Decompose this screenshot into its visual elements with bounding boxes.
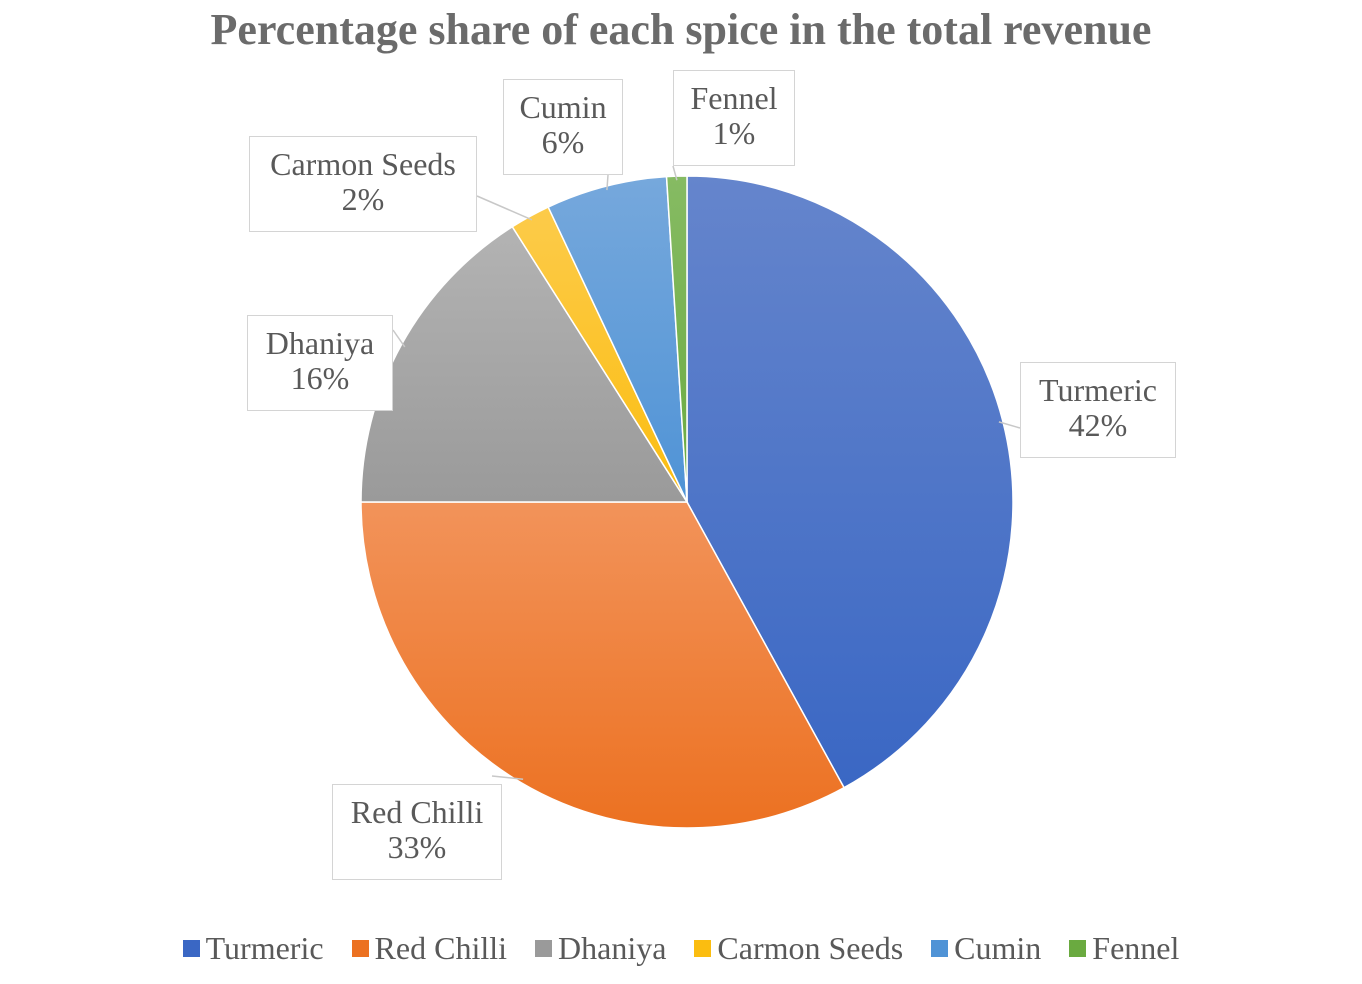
- data-label-dhaniya: Dhaniya 16%: [247, 315, 393, 411]
- data-label-category: Carmon Seeds: [270, 146, 456, 182]
- legend-item-carmon-seeds: Carmon Seeds: [694, 930, 903, 967]
- chart-title: Percentage share of each spice in the to…: [210, 5, 1152, 54]
- legend-swatch: [535, 940, 552, 957]
- leader-lines: [392, 165, 1021, 780]
- leader-line-dhaniya: [392, 329, 406, 348]
- legend-swatch: [694, 940, 712, 957]
- pie-slice-red-chilli: [360, 501, 846, 829]
- pie-slice-turmeric: [686, 175, 1014, 789]
- legend-swatch: [182, 940, 200, 957]
- data-label-category: Dhaniya: [265, 325, 375, 361]
- data-label-red-chilli: Red Chilli 33%: [332, 784, 502, 880]
- data-label-turmeric: Turmeric 42%: [1020, 362, 1176, 458]
- data-label-category: Fennel: [690, 80, 778, 116]
- pie-slices: [360, 175, 1014, 829]
- legend-label: Carmon Seeds: [717, 930, 904, 966]
- pie-slice-fennel: [665, 175, 688, 503]
- data-label-fennel: Fennel 1%: [673, 70, 795, 166]
- legend-swatch: [351, 940, 369, 957]
- legend-item-turmeric: Turmeric: [182, 930, 324, 967]
- data-label-category: Cumin: [519, 89, 607, 125]
- legend: Turmeric Red Chilli Dhaniya Carmon Seeds Cum…: [0, 930, 1362, 967]
- data-label-carmon-seeds: Carmon Seeds 2%: [249, 136, 477, 232]
- data-label-value: 1%: [712, 115, 756, 151]
- leader-line-red-chilli: [491, 775, 524, 780]
- data-label-value: 16%: [290, 360, 350, 396]
- legend-item-dhaniya: Dhaniya: [535, 930, 666, 967]
- legend-label: Turmeric: [205, 930, 324, 966]
- data-label-category: Turmeric: [1039, 372, 1157, 408]
- legend-item-red-chilli: Red Chilli: [351, 930, 507, 967]
- legend-item-cumin: Cumin: [931, 930, 1041, 967]
- leader-line-fennel: [672, 165, 678, 181]
- data-label-value: 42%: [1068, 407, 1128, 443]
- data-label-value: 33%: [387, 829, 447, 865]
- legend-label: Dhaniya: [558, 930, 667, 966]
- data-label-value: 6%: [541, 124, 585, 160]
- legend-label: Cumin: [954, 930, 1042, 966]
- data-label-category: Red Chilli: [350, 794, 484, 830]
- legend-label: Red Chilli: [374, 930, 507, 966]
- data-label-value: 2%: [341, 181, 385, 217]
- pie-slice-cumin: [547, 175, 688, 503]
- data-label-cumin: Cumin 6%: [503, 79, 623, 175]
- legend-swatch: [1069, 940, 1087, 957]
- leader-line-cumin: [606, 174, 609, 191]
- leader-line-turmeric: [998, 421, 1021, 429]
- legend-swatch: [931, 940, 949, 957]
- leader-line-carmon-seeds: [476, 195, 533, 221]
- legend-item-fennel: Fennel: [1069, 930, 1179, 967]
- pie-slice-dhaniya: [360, 225, 689, 503]
- legend-label: Fennel: [1092, 930, 1180, 966]
